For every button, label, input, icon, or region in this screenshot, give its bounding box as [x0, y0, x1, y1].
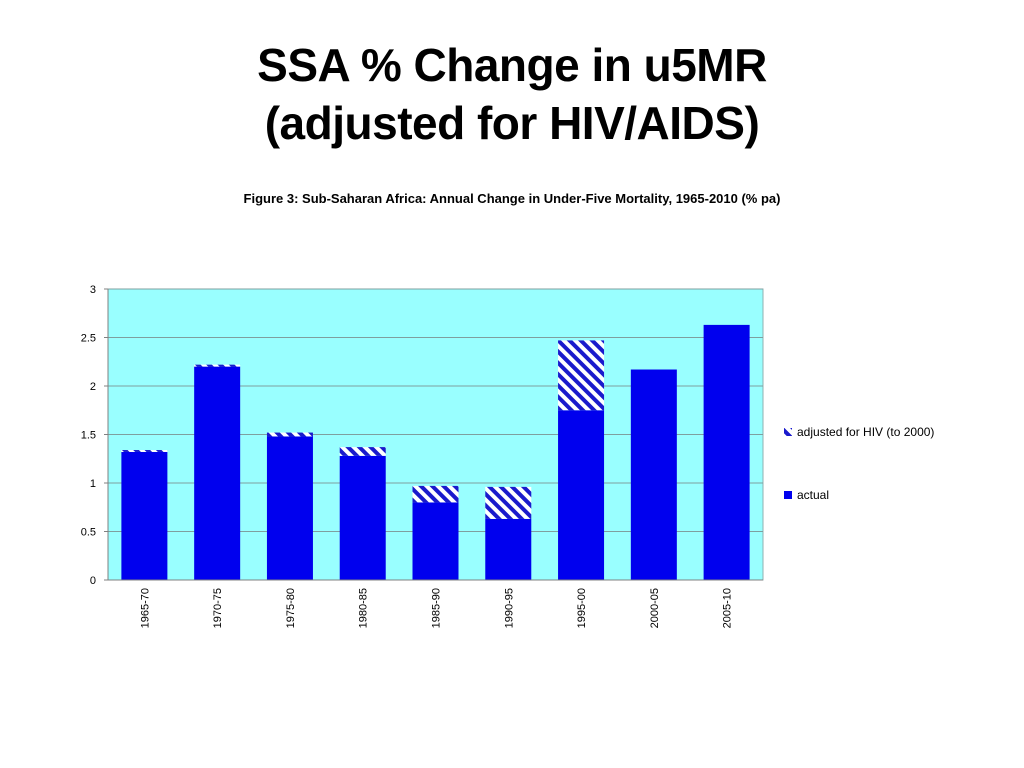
- bar-actual: [121, 451, 168, 580]
- y-tick-label: 1.5: [81, 430, 96, 442]
- bar-actual: [630, 369, 677, 580]
- slide-title-line-2: (adjusted for HIV/AIDS): [264, 97, 760, 149]
- slide-title: SSA % Change in u5MR (adjusted for HIV/A…: [0, 36, 1024, 152]
- x-tick-label: 1970-75: [212, 588, 224, 628]
- x-tick-label: 1980-85: [358, 588, 370, 628]
- legend-label: actual: [797, 488, 829, 502]
- x-tick-label: 1995-00: [576, 588, 588, 628]
- bar-actual: [703, 324, 750, 580]
- bar-actual: [194, 366, 241, 580]
- y-tick-label: 0.5: [81, 527, 96, 539]
- bar-actual: [266, 436, 313, 580]
- legend-swatch: [784, 428, 792, 436]
- bar-actual: [485, 518, 532, 580]
- x-tick-label: 1975-80: [285, 588, 297, 628]
- x-tick-label: 1990-95: [503, 588, 515, 628]
- legend-label: adjusted for HIV (to 2000): [797, 425, 934, 439]
- y-tick-label: 2.5: [81, 333, 96, 345]
- bar-actual: [558, 410, 605, 580]
- legend: adjusted for HIV (to 2000) actual: [784, 425, 934, 502]
- x-tick-label: 1985-90: [431, 588, 443, 628]
- bars: [121, 324, 750, 580]
- bar-hiv-adjustment: [266, 432, 313, 437]
- slide-title-line-1: SSA % Change in u5MR: [257, 39, 767, 91]
- y-tick-label: 2: [90, 381, 96, 393]
- y-tick-label: 0: [90, 575, 96, 587]
- bar-hiv-adjustment: [339, 447, 386, 456]
- bar-actual: [339, 455, 386, 580]
- bar-actual: [412, 502, 459, 580]
- y-axis: 0 0.5 1 1.5 2 2.5 3: [81, 284, 109, 587]
- y-tick-label: 3: [90, 284, 96, 296]
- chart-title: Figure 3: Sub-Saharan Africa: Annual Cha…: [243, 191, 781, 206]
- bar-hiv-adjustment: [485, 486, 532, 519]
- bar-hiv-adjustment: [412, 485, 459, 503]
- legend-swatch: [784, 491, 792, 499]
- bar-hiv-adjustment: [194, 364, 241, 367]
- x-tick-label: 2005-10: [722, 588, 734, 628]
- y-tick-label: 1: [90, 478, 96, 490]
- bar-hiv-adjustment: [558, 340, 605, 411]
- x-axis: 1965-70 1970-75 1975-80 1980-85 1985-90 1990-…: [108, 579, 763, 628]
- x-tick-label: 1965-70: [139, 588, 151, 628]
- x-tick-label: 2000-05: [649, 588, 661, 628]
- bar-hiv-adjustment: [121, 450, 168, 452]
